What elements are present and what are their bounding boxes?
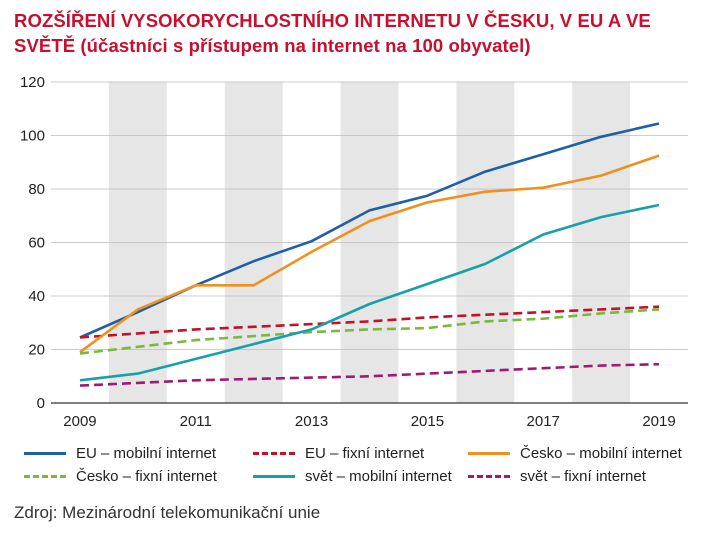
- x-tick-label: 2011: [180, 413, 212, 430]
- y-axis-tick-labels: 0 20 40 60 80 100 120: [20, 74, 45, 412]
- chart-title-line-2: SVĚTĚ (účastníci s přístupem na internet…: [14, 35, 531, 56]
- horizontal-gridlines: [51, 81, 688, 404]
- x-tick-label: 2015: [411, 413, 444, 430]
- series-lines: [79, 122, 660, 387]
- series-line: [79, 305, 660, 339]
- y-tick-label: 20: [28, 342, 45, 359]
- x-axis-tick-labels: 2009 2011 2013 2015 2017 2019: [63, 413, 675, 430]
- series-line: [79, 308, 660, 355]
- y-tick-label: 120: [20, 74, 45, 91]
- y-tick-label: 40: [28, 288, 45, 305]
- x-tick-label: 2019: [642, 413, 675, 430]
- chart-title: ROZŠÍŘENÍ VYSOKORYCHLOSTNÍHO INTERNETU V…: [14, 8, 704, 58]
- y-tick-label: 80: [28, 181, 45, 198]
- series-line: [79, 154, 660, 354]
- x-tick-label: 2009: [63, 413, 96, 430]
- y-tick-label: 60: [28, 235, 45, 252]
- chart-title-line-1: ROZŠÍŘENÍ VYSOKORYCHLOSTNÍHO INTERNETU V…: [14, 10, 651, 31]
- x-tick-label: 2017: [527, 413, 560, 430]
- series-line: [79, 203, 660, 382]
- y-tick-label: 0: [37, 395, 45, 412]
- y-tick-label: 100: [20, 128, 45, 145]
- source-note: Zdroj: Mezinárodní telekomunikační unie: [14, 503, 321, 522]
- x-tick-label: 2013: [295, 413, 328, 430]
- series-line: [79, 362, 660, 387]
